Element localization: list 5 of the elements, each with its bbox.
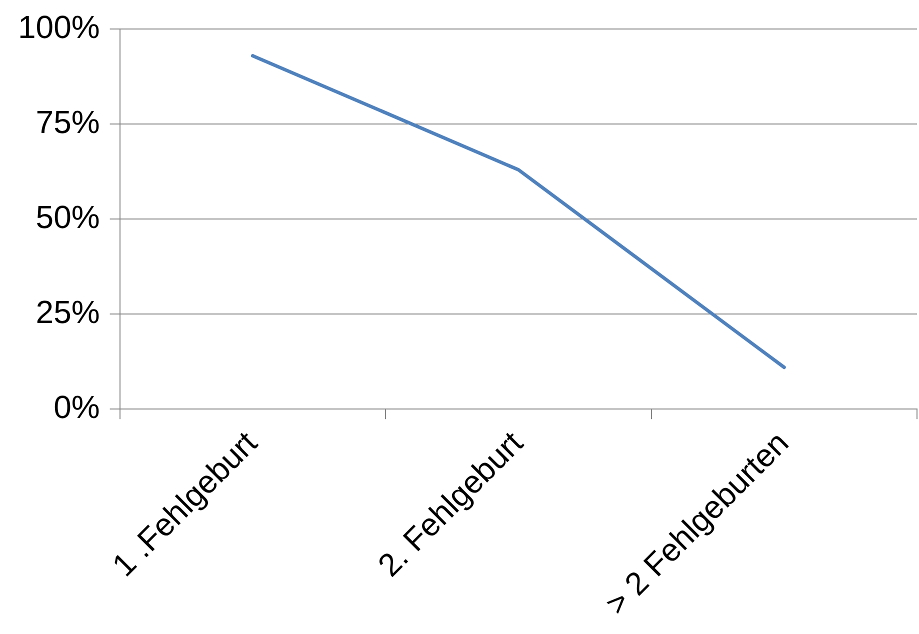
y-tick-label: 75% xyxy=(36,104,100,140)
y-tick-label: 25% xyxy=(36,294,100,330)
y-tick-label: 100% xyxy=(18,9,100,46)
y-tick-label: 50% xyxy=(36,198,100,235)
y-tick-label: 0% xyxy=(54,388,100,425)
